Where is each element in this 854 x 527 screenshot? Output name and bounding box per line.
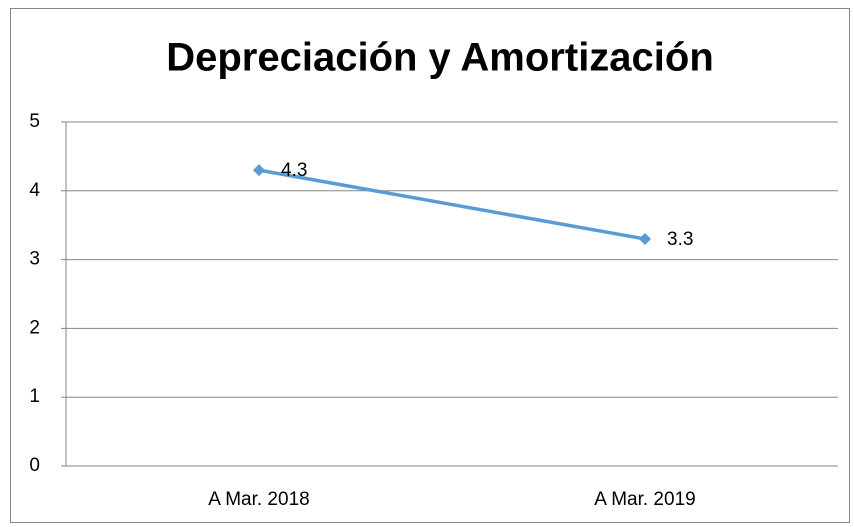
y-tick-label: 3 — [29, 249, 40, 270]
x-tick-label: A Mar. 2019 — [594, 489, 695, 510]
data-point — [253, 164, 265, 177]
chart-title: Depreciación y Amortización — [166, 36, 714, 80]
y-tick-label: 5 — [29, 111, 40, 132]
y-tick-label: 0 — [29, 455, 40, 476]
x-tick-label: A Mar. 2018 — [208, 489, 309, 510]
data-label: 3.3 — [667, 229, 693, 250]
data-label: 4.3 — [281, 160, 307, 181]
data-point — [639, 232, 651, 245]
y-tick-label: 2 — [29, 317, 40, 338]
y-tick-label: 1 — [29, 386, 40, 407]
data-line — [258, 168, 646, 241]
y-tick-label: 4 — [29, 180, 40, 201]
chart-border — [10, 8, 850, 523]
